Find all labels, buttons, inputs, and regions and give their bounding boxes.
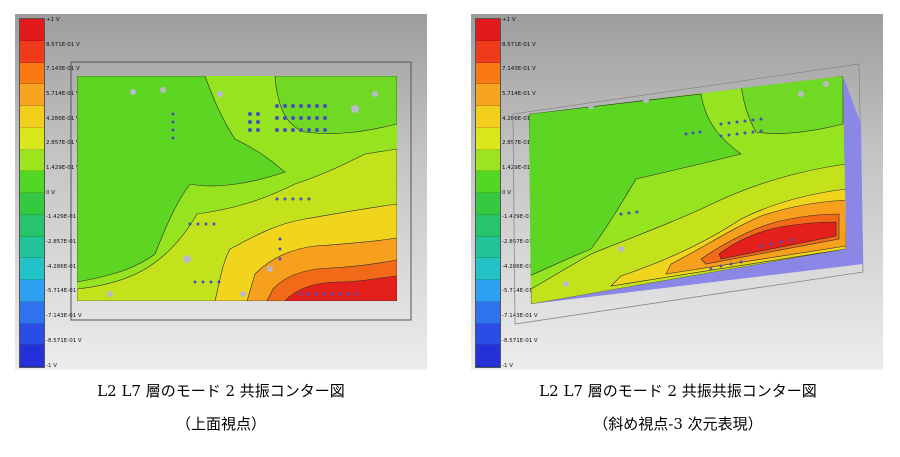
scale-color-cell	[476, 345, 500, 367]
scale-label: 7.143E-01 V	[502, 66, 536, 72]
scale-label: -8.571E-01 V	[502, 338, 538, 344]
scale-color-cell	[476, 323, 500, 346]
scale-label: 2.857E-01 V	[46, 140, 80, 146]
scale-color-cell	[476, 62, 500, 85]
scale-color-cell	[476, 171, 500, 193]
caption-subtitle-right: （斜め視点-3 次元表現）	[593, 415, 763, 433]
scale-label: -1.429E-01 V	[502, 214, 538, 220]
scale-color-cell	[20, 323, 44, 346]
caption-title-right: L2 L7 層のモード 2 共振共振コンター図	[539, 382, 817, 400]
scale-label: -2.857E-01 V	[502, 239, 538, 245]
scale-label: -2.857E-01 V	[46, 239, 82, 245]
scale-label: 0 V	[502, 190, 512, 196]
scale-label: -7.143E-01 V	[46, 313, 82, 319]
scale-color-cell	[476, 106, 500, 128]
scale-color-cell	[20, 258, 44, 280]
scale-label: -8.571E-01 V	[46, 338, 82, 344]
scale-label: -1 V	[46, 363, 57, 369]
caption-title-left: L2 L7 層のモード 2 共振コンター図	[97, 382, 345, 400]
contour-view-top: +1 V 8.571E-01 V 7.143E-01 V 5.714E-01 V…	[15, 14, 427, 370]
pcb-contour-plot-top	[70, 61, 412, 321]
scale-label: 0 V	[46, 190, 56, 196]
scale-color-cell	[476, 301, 500, 324]
board-frame	[70, 61, 412, 321]
scale-color-cell	[20, 62, 44, 85]
color-scale-bar	[475, 18, 501, 368]
scale-color-cell	[476, 258, 500, 280]
scale-color-cell	[20, 171, 44, 193]
scale-label: 8.571E-01 V	[46, 42, 80, 48]
scale-label: 7.143E-01 V	[46, 66, 80, 72]
scale-label: 5.714E-01 V	[46, 91, 80, 97]
pcb-contour-plot-oblique	[512, 63, 864, 325]
scale-color-cell	[476, 19, 500, 41]
scale-color-cell	[20, 19, 44, 41]
scale-label: -4.286E-01 V	[502, 264, 538, 270]
contour-field	[529, 76, 846, 304]
contour-field	[77, 76, 397, 301]
scale-color-cell	[20, 84, 44, 106]
scale-label: 4.286E-01 V	[502, 116, 536, 122]
scale-color-cell	[20, 127, 44, 150]
contour-view-oblique: +1 V 8.571E-01 V 7.143E-01 V 5.714E-01 V…	[471, 14, 883, 370]
scale-color-cell	[20, 149, 44, 172]
scale-label: -7.143E-01 V	[502, 313, 538, 319]
scale-label: 2.857E-01 V	[502, 140, 536, 146]
scale-label: 1.429E-01 V	[46, 165, 80, 171]
scale-color-cell	[476, 214, 500, 237]
scale-label: 5.714E-01 V	[502, 91, 536, 97]
scale-color-cell	[20, 40, 44, 63]
scale-color-cell	[20, 280, 44, 302]
scale-label: 1.429E-01 V	[502, 165, 536, 171]
board-frame	[512, 63, 864, 325]
scale-color-cell	[476, 40, 500, 63]
scale-color-cell	[476, 193, 500, 215]
scale-color-cell	[476, 127, 500, 150]
scale-label: -4.286E-01 V	[46, 264, 82, 270]
scale-label: -1 V	[502, 363, 513, 369]
scale-label: -1.429E-01 V	[46, 214, 82, 220]
scale-color-cell	[476, 280, 500, 302]
color-scale-labels: +1 V 8.571E-01 V 7.143E-01 V 5.714E-01 V…	[46, 16, 86, 369]
scale-color-cell	[476, 149, 500, 172]
scale-label: 8.571E-01 V	[502, 42, 536, 48]
color-scale-labels: +1 V 8.571E-01 V 7.143E-01 V 5.714E-01 V…	[502, 16, 542, 369]
scale-label: +1 V	[46, 17, 60, 23]
color-scale-bar	[19, 18, 45, 368]
scale-label: 4.286E-01 V	[46, 116, 80, 122]
scale-color-cell	[476, 84, 500, 106]
scale-label: -5.714E-01 V	[46, 288, 82, 294]
scale-label: -5.714E-01 V	[502, 288, 538, 294]
caption-subtitle-left: （上面視点）	[175, 415, 266, 433]
scale-color-cell	[20, 214, 44, 237]
scale-color-cell	[20, 301, 44, 324]
scale-color-cell	[476, 236, 500, 259]
scale-color-cell	[20, 193, 44, 215]
scale-label: +1 V	[502, 17, 516, 23]
scale-color-cell	[20, 345, 44, 367]
scale-color-cell	[20, 106, 44, 128]
scale-color-cell	[20, 236, 44, 259]
